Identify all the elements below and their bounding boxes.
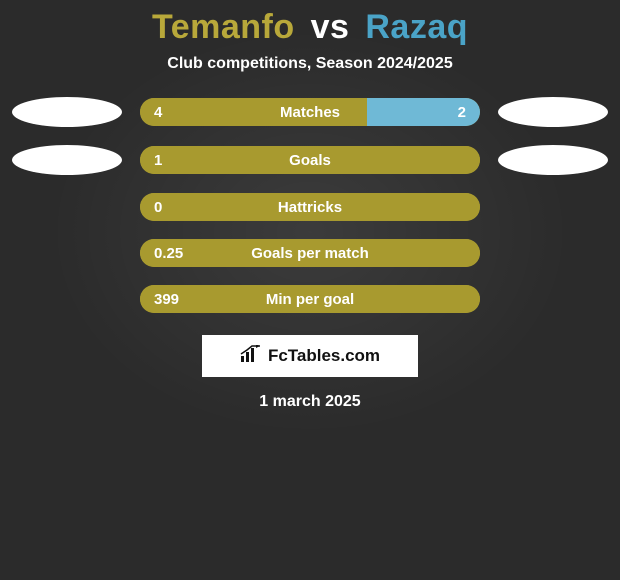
player1-name: Temanfo xyxy=(152,8,295,46)
vs-text: vs xyxy=(311,8,350,46)
stat-label: Hattricks xyxy=(140,193,480,221)
stat-row: 1Goals xyxy=(0,145,620,175)
player1-oval xyxy=(12,145,122,175)
stat-row: 42Matches xyxy=(0,97,620,127)
page-title: Temanfo vs Razaq xyxy=(152,8,468,47)
content: Temanfo vs Razaq Club competitions, Seas… xyxy=(0,0,620,580)
player2-oval xyxy=(498,97,608,127)
stat-label: Goals xyxy=(140,146,480,174)
subtitle: Club competitions, Season 2024/2025 xyxy=(167,55,452,73)
stat-row: 0Hattricks xyxy=(0,193,620,221)
stat-label: Min per goal xyxy=(140,285,480,313)
stat-row: 399Min per goal xyxy=(0,285,620,313)
stat-bar: 399Min per goal xyxy=(140,285,480,313)
player1-oval xyxy=(12,97,122,127)
stats-rows: 42Matches 1Goals 0Hattricks 0.25Goals per m… xyxy=(0,97,620,313)
bar-chart-icon xyxy=(240,345,262,368)
stat-bar: 1Goals xyxy=(140,146,480,174)
date-text: 1 march 2025 xyxy=(259,393,360,411)
stat-bar: 42Matches xyxy=(140,98,480,126)
logo-text: FcTables.com xyxy=(268,346,380,366)
stat-bar: 0.25Goals per match xyxy=(140,239,480,267)
stat-bar: 0Hattricks xyxy=(140,193,480,221)
logo-box: FcTables.com xyxy=(202,335,418,377)
stat-label: Goals per match xyxy=(140,239,480,267)
player2-oval xyxy=(498,145,608,175)
stat-row: 0.25Goals per match xyxy=(0,239,620,267)
stat-label: Matches xyxy=(140,98,480,126)
player2-name: Razaq xyxy=(365,8,468,46)
